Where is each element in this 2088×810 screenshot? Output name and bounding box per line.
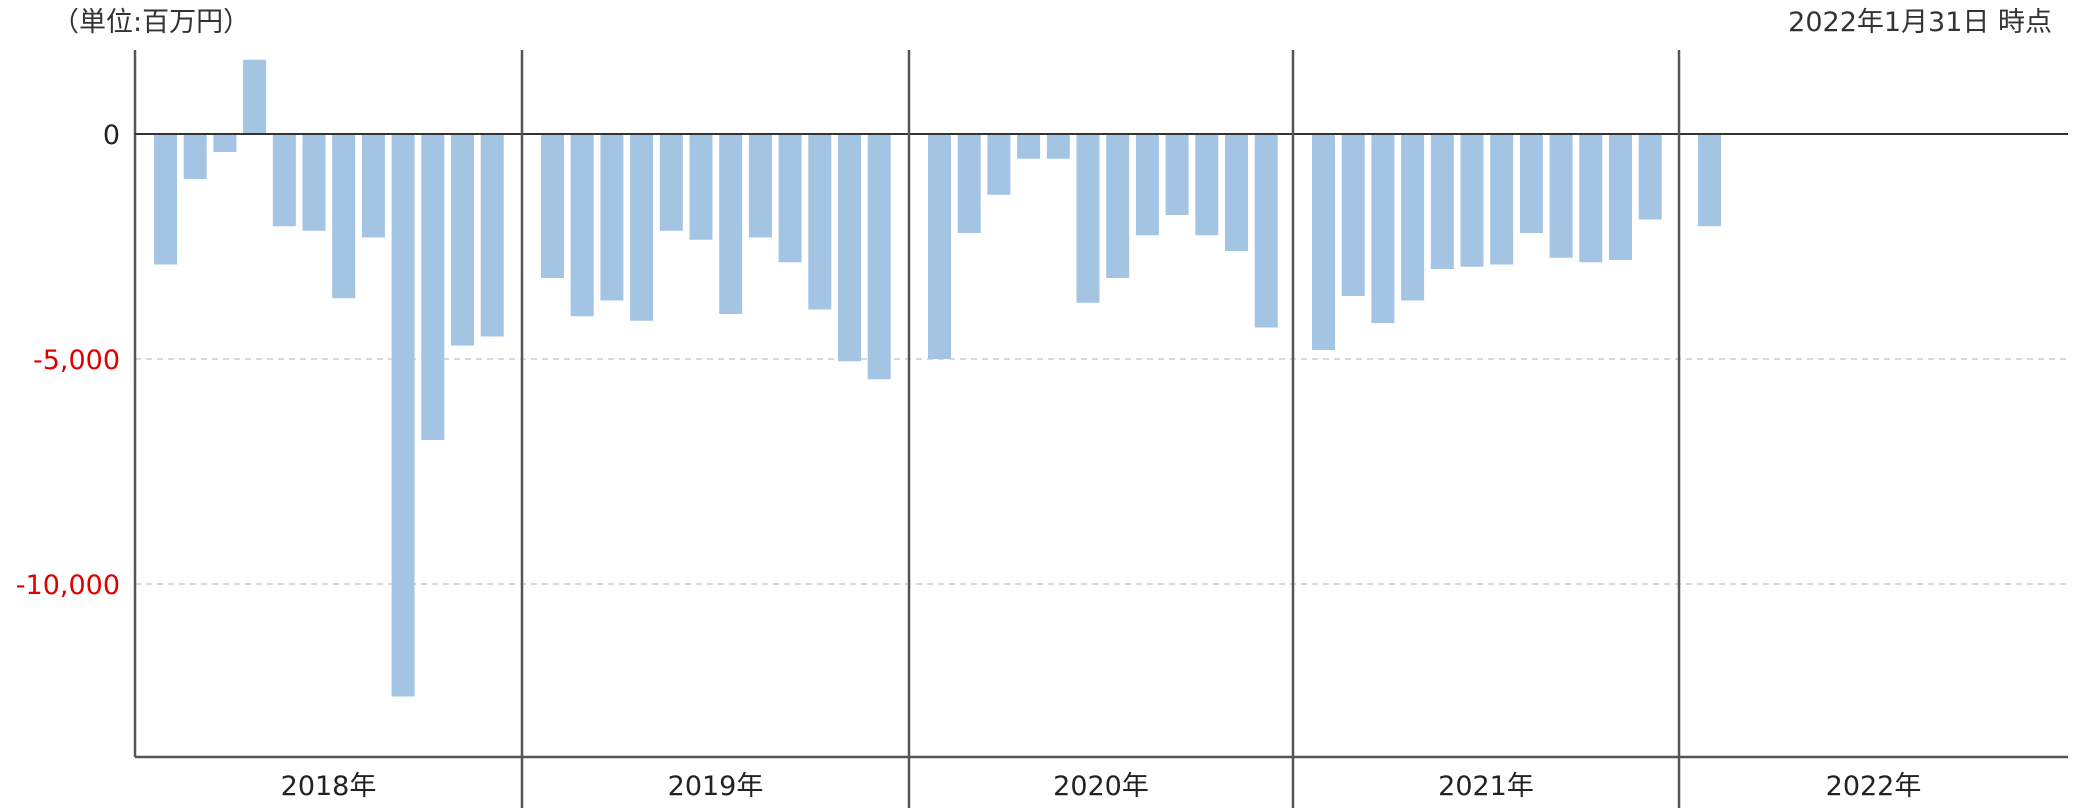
y-tick-label: 0 (103, 120, 120, 151)
grid-lines (135, 358, 2068, 585)
bar (808, 134, 832, 310)
x-tick-label: 2020年 (1053, 771, 1149, 802)
bar (1490, 134, 1514, 265)
bar (1579, 134, 1603, 263)
bar (630, 134, 654, 321)
bar (541, 134, 564, 278)
bar (272, 134, 296, 227)
bar (838, 134, 861, 362)
bar (928, 134, 951, 359)
bar (570, 134, 594, 317)
bar (243, 59, 267, 134)
bar (183, 134, 207, 179)
y-tick-label: -5,000 (33, 345, 120, 376)
bar (778, 134, 802, 263)
bar (1106, 134, 1130, 278)
bar (451, 134, 474, 346)
unit-label: （単位:百万円） (52, 7, 251, 38)
axes (133, 50, 2068, 808)
bar (1341, 134, 1365, 296)
bar (154, 134, 177, 265)
bar (213, 134, 237, 152)
y-tick-label: -10,000 (16, 570, 120, 601)
bar (361, 134, 385, 238)
y-axis-ticks: 0 -5,000 -10,000 (16, 120, 120, 601)
bar (957, 134, 981, 233)
bar (391, 134, 415, 697)
x-tick-label: 2019年 (668, 771, 764, 802)
bar (1519, 134, 1543, 233)
bar (480, 134, 504, 337)
bar (1430, 134, 1454, 269)
bar (1371, 134, 1395, 323)
bar (1254, 134, 1278, 328)
bar (421, 134, 445, 440)
bar (1017, 134, 1041, 159)
bar (332, 134, 356, 299)
bar (1609, 134, 1632, 260)
bar (987, 134, 1011, 195)
x-tick-label: 2022年 (1826, 771, 1922, 802)
bar (1046, 134, 1070, 159)
bar (1225, 134, 1248, 251)
bar (1460, 134, 1484, 267)
bar (1195, 134, 1219, 236)
x-tick-label: 2018年 (281, 771, 377, 802)
x-tick-label: 2021年 (1438, 771, 1534, 802)
bar (659, 134, 683, 231)
bar (689, 134, 713, 240)
bar (1638, 134, 1662, 220)
bar (1549, 134, 1573, 258)
bar-series (154, 59, 1721, 697)
bar (1401, 134, 1425, 301)
bar (867, 134, 891, 380)
x-axis-year-labels: 2018年 2019年 2020年 2021年 2022年 (281, 771, 1922, 802)
as-of-date-label: 2022年1月31日 時点 (1788, 7, 2052, 38)
bar (1312, 134, 1335, 350)
bar (1165, 134, 1189, 215)
bar (1135, 134, 1159, 236)
bar (1698, 134, 1721, 227)
bar (600, 134, 624, 301)
bar (302, 134, 326, 231)
bar (1076, 134, 1100, 303)
bar (719, 134, 743, 314)
bar (748, 134, 772, 238)
